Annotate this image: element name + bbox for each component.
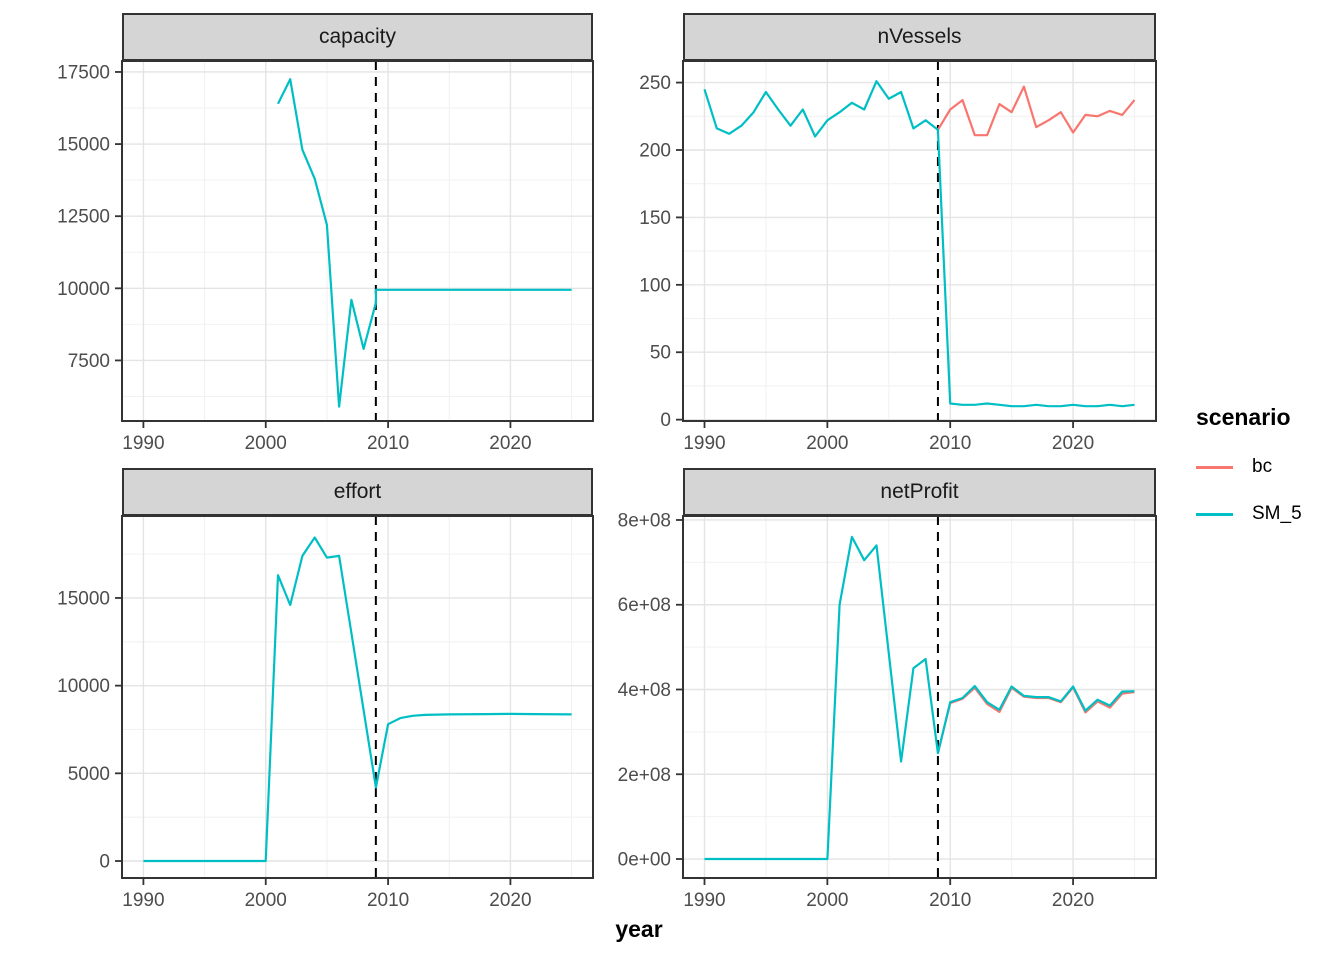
x-axis-capacity: 1990 2000 2010 2020 xyxy=(122,421,532,454)
legend-key-line-sm5 xyxy=(1196,512,1233,516)
series-line-SM_5 xyxy=(704,535,1135,861)
x-axis-netProfit: 1990 2000 2010 2020 xyxy=(683,878,1094,911)
x-tick-label: 2010 xyxy=(367,433,409,454)
y-tick-label: 10000 xyxy=(57,279,110,300)
x-axis-title: year xyxy=(615,916,663,942)
y-tick-label: 7500 xyxy=(68,351,110,372)
y-tick-label: 0e+00 xyxy=(618,850,671,871)
panel-capacity: 7500 10000 12500 15000 17500 1990 2000 2010 2020 xyxy=(57,60,594,454)
panel-netProfit: 0e+00 2e+08 4e+08 6e+08 8e+08 1990 2000 2010 202… xyxy=(618,510,1157,911)
x-tick-label: 1990 xyxy=(683,890,725,911)
y-tick-label: 100 xyxy=(639,275,671,296)
x-tick-label: 2010 xyxy=(929,433,971,454)
facet-title-capacity: capacity xyxy=(318,25,397,48)
y-axis-capacity: 7500 10000 12500 15000 17500 xyxy=(57,62,122,372)
x-tick-label: 2020 xyxy=(489,890,531,911)
grid-minor xyxy=(683,516,1156,878)
legend-label-bc: bc xyxy=(1252,456,1273,477)
legend-title: scenario xyxy=(1196,404,1291,430)
x-tick-label: 2010 xyxy=(929,890,971,911)
x-tick-label: 2010 xyxy=(367,890,409,911)
y-tick-label: 4e+08 xyxy=(618,680,671,701)
y-axis-effort: 0 5000 10000 15000 xyxy=(57,588,122,873)
y-tick-label: 2e+08 xyxy=(618,765,671,786)
x-tick-label: 2020 xyxy=(1052,433,1094,454)
grid-major xyxy=(683,61,1156,421)
panel-nVessels: 0 50 100 150 200 250 1990 2000 2010 2020 xyxy=(639,60,1157,454)
y-axis-netProfit: 0e+00 2e+08 4e+08 6e+08 8e+08 xyxy=(618,510,683,871)
grid-minor xyxy=(683,61,1156,421)
series-line-SM_5 xyxy=(143,536,572,863)
facet-strip-nvessels: nVessels xyxy=(683,13,1156,61)
x-tick-label: 2000 xyxy=(245,890,287,911)
grid-minor xyxy=(122,516,593,878)
y-tick-label: 17500 xyxy=(57,62,110,83)
facet-strip-netprofit: netProfit xyxy=(683,468,1156,516)
x-axis-nVessels: 1990 2000 2010 2020 xyxy=(683,421,1094,454)
panel-background xyxy=(122,61,593,421)
legend-label-sm5: SM_5 xyxy=(1252,503,1302,524)
panel-background xyxy=(683,61,1156,421)
x-axis-effort: 1990 2000 2010 2020 xyxy=(122,878,532,911)
series-line-SM_5 xyxy=(277,78,572,408)
x-tick-label: 2000 xyxy=(806,433,848,454)
legend-item-bc: bc xyxy=(1196,450,1342,484)
panel-border xyxy=(121,60,594,422)
series-line-SM_5 xyxy=(703,80,1135,408)
y-tick-label: 6e+08 xyxy=(618,595,671,616)
legend-item-sm5: SM_5 xyxy=(1196,497,1342,531)
y-tick-label: 0 xyxy=(660,410,671,431)
y-tick-label: 10000 xyxy=(57,676,110,697)
y-tick-label: 5000 xyxy=(68,764,110,785)
x-tick-label: 2020 xyxy=(1052,890,1094,911)
x-tick-label: 1990 xyxy=(683,433,725,454)
x-tick-label: 1990 xyxy=(122,433,164,454)
facet-title-nvessels: nVessels xyxy=(877,25,962,48)
y-tick-label: 150 xyxy=(639,208,671,229)
y-tick-label: 250 xyxy=(639,73,671,94)
grid-major xyxy=(122,61,593,421)
facet-strip-effort: effort xyxy=(122,468,593,516)
y-tick-label: 200 xyxy=(639,140,671,161)
legend-key-line-bc xyxy=(1196,465,1233,469)
y-tick-label: 8e+08 xyxy=(618,510,671,531)
x-tick-label: 1990 xyxy=(122,890,164,911)
facet-title-effort: effort xyxy=(333,480,382,503)
y-tick-label: 15000 xyxy=(57,135,110,156)
y-tick-label: 15000 xyxy=(57,588,110,609)
y-tick-label: 12500 xyxy=(57,207,110,228)
panel-border xyxy=(682,515,1157,879)
grid-major xyxy=(122,516,593,878)
x-tick-label: 2000 xyxy=(806,890,848,911)
panel-border xyxy=(682,60,1157,422)
facet-strip-capacity: capacity xyxy=(122,13,593,61)
panel-background xyxy=(683,516,1156,878)
x-tick-label: 2020 xyxy=(489,433,531,454)
facet-title-netprofit: netProfit xyxy=(880,480,959,503)
y-tick-label: 0 xyxy=(99,852,110,873)
panel-effort: 0 5000 10000 15000 1990 2000 2010 2020 xyxy=(57,515,594,911)
legend: scenario bc SM_5 xyxy=(1196,402,1342,531)
x-tick-label: 2000 xyxy=(245,433,287,454)
panel-background xyxy=(122,516,593,878)
series-line-bc xyxy=(936,85,1136,137)
y-axis-nVessels: 0 50 100 150 200 250 xyxy=(639,73,683,431)
grid-major xyxy=(683,516,1156,878)
panel-border xyxy=(121,515,594,879)
y-tick-label: 50 xyxy=(650,343,671,364)
